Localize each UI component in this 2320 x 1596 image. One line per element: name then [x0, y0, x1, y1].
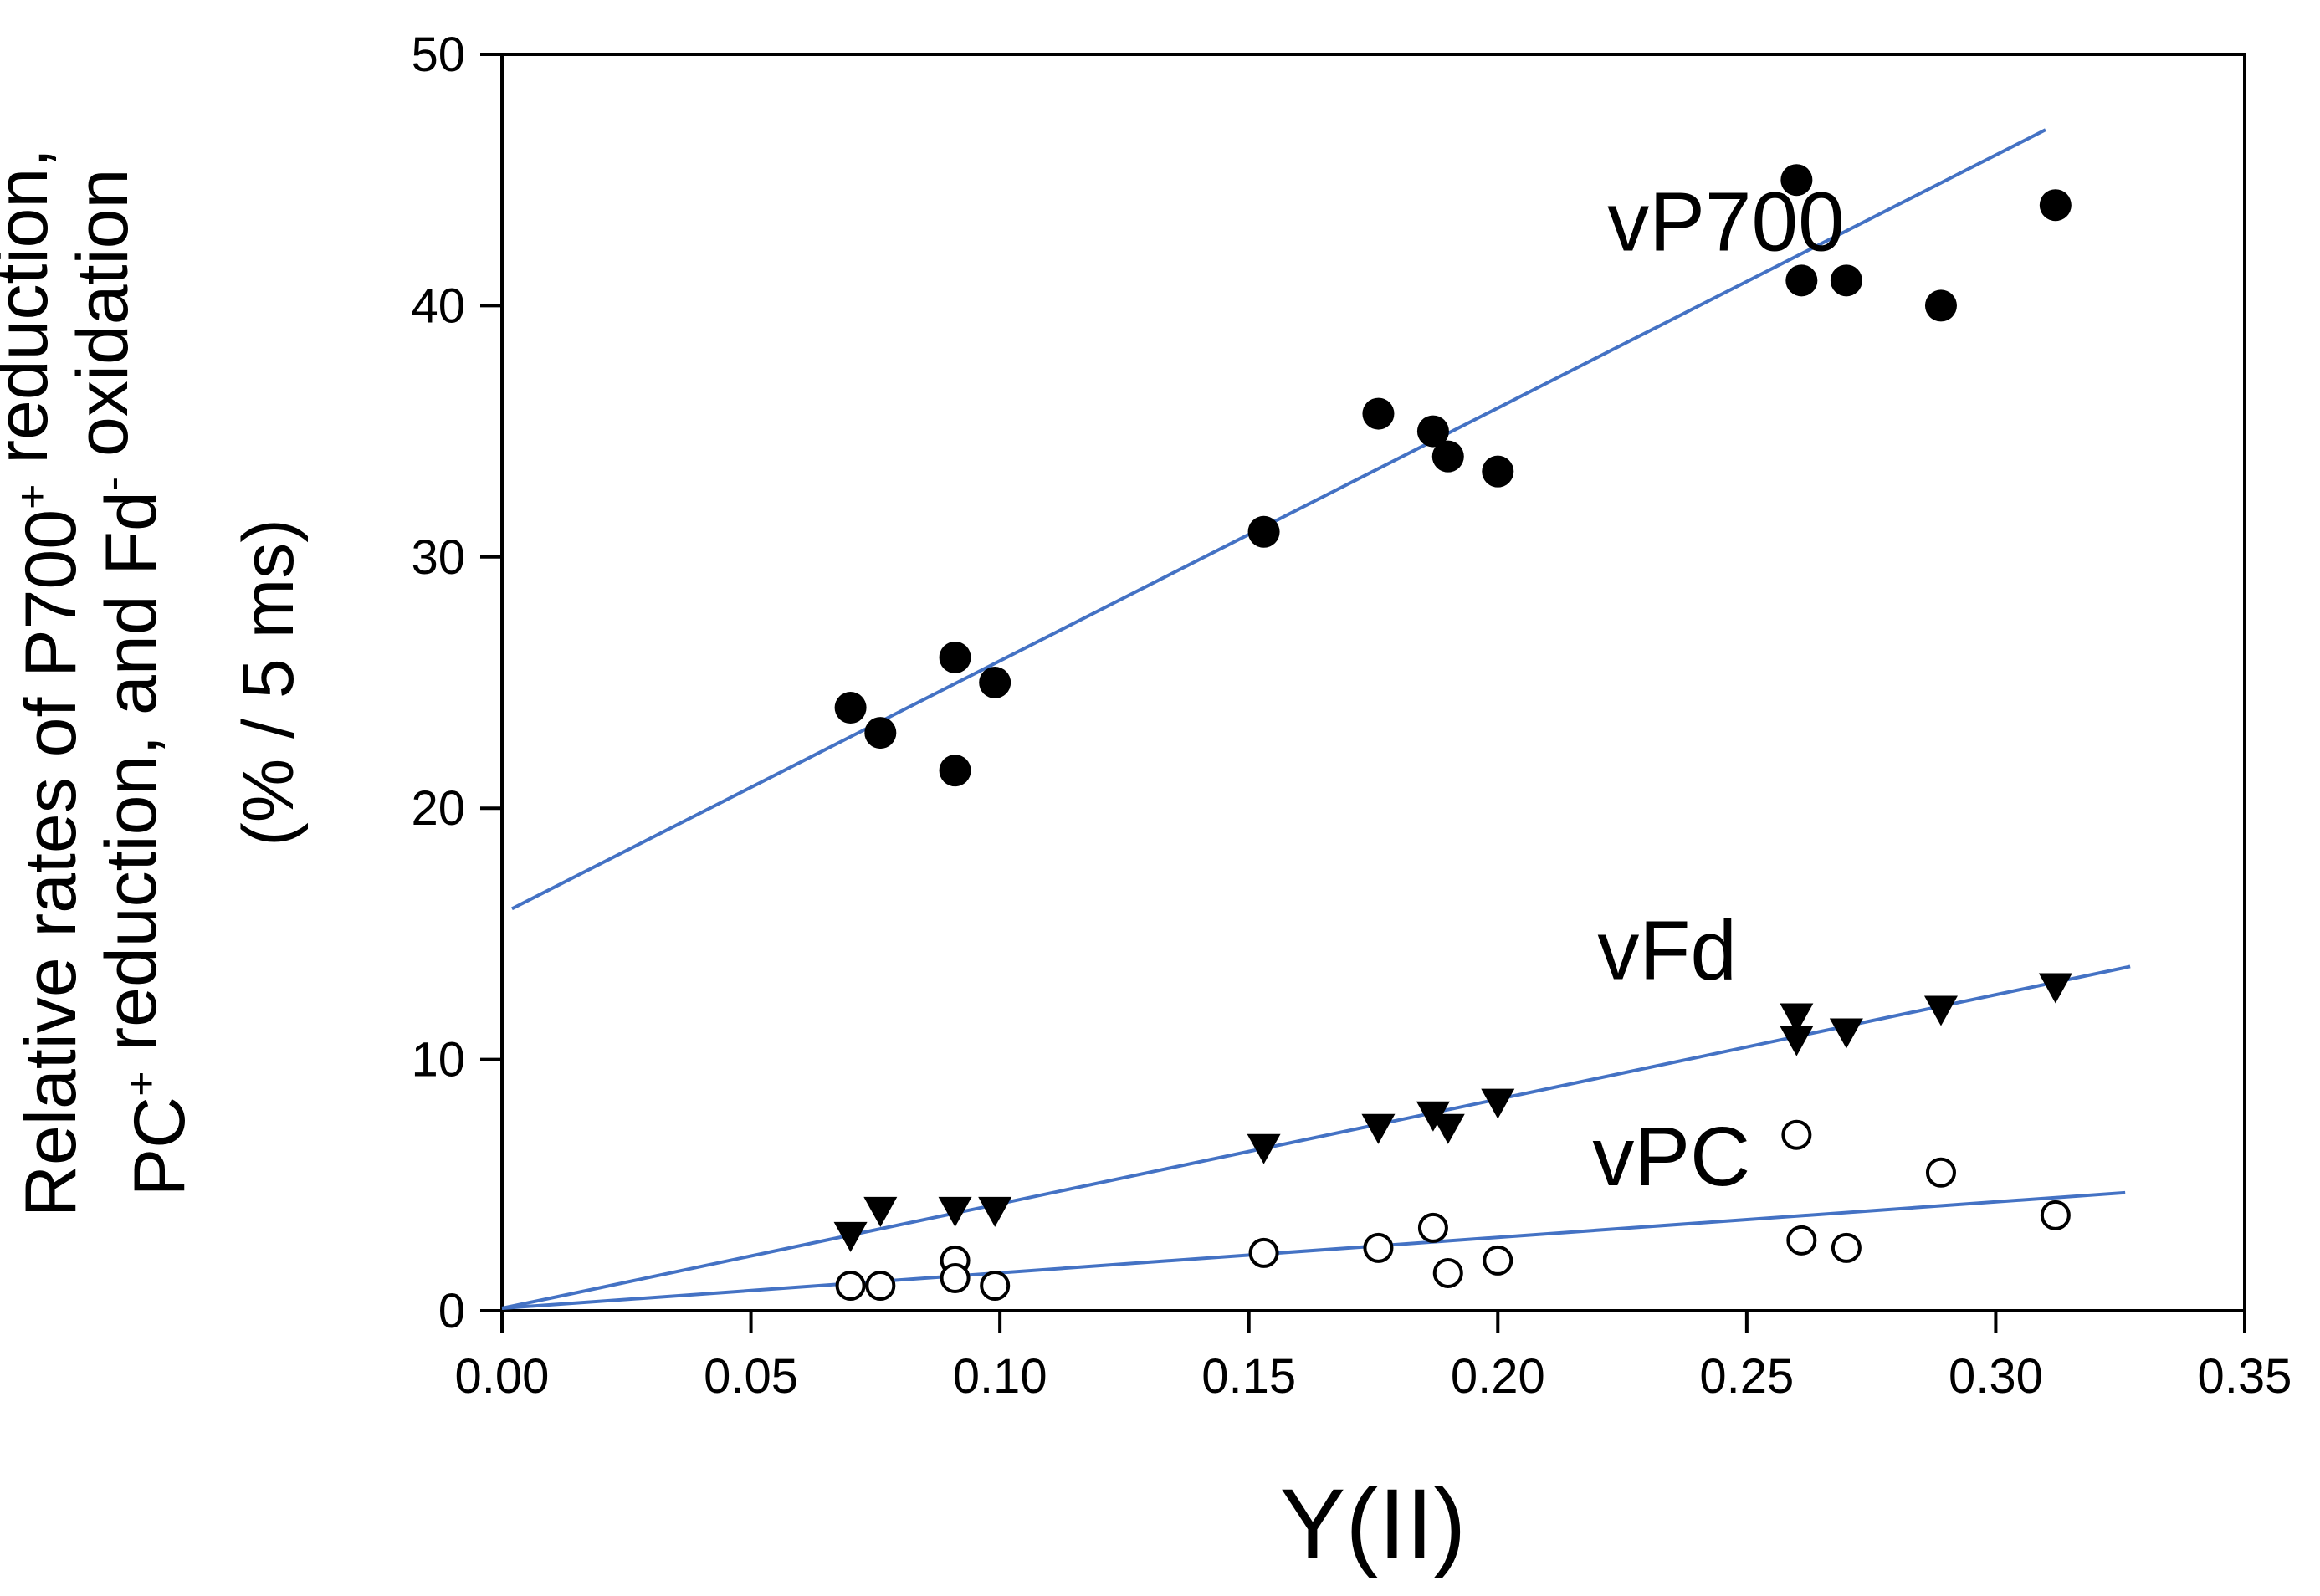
data-point [865, 1270, 896, 1301]
x-axis-title: Y(II) [1280, 1469, 1467, 1579]
x-tick-label: 0.30 [1949, 1349, 2043, 1404]
data-point [1831, 1232, 1862, 1263]
y-tick-label: 0 [438, 1284, 465, 1338]
y-tick-label: 50 [411, 28, 465, 82]
data-point [1780, 1003, 1814, 1034]
data-point [1786, 1225, 1817, 1256]
data-point [1780, 164, 1813, 197]
data-point [2039, 189, 2072, 222]
data-point [978, 1196, 1012, 1227]
data-point [1248, 1237, 1279, 1268]
data-markers [833, 164, 2072, 1301]
x-axis: 0.00 0.05 0.10 0.15 0.20 0.25 0.30 0.35 [455, 1311, 2292, 1404]
y-title-line: (% / 5 ms) [228, 519, 309, 847]
data-point [979, 667, 1011, 698]
series-label-vP700: vP700 [1607, 175, 1845, 269]
data-point [834, 692, 867, 724]
data-point [833, 1221, 868, 1252]
data-point [1925, 1157, 1956, 1188]
x-tick-label: 0.20 [1451, 1349, 1545, 1404]
regression-lines [501, 128, 2131, 1310]
x-tick-label: 0.25 [1699, 1349, 1794, 1404]
series-annotations: vP700 vFd vPC [1592, 175, 1844, 1203]
data-point [940, 1262, 971, 1293]
data-point [1830, 264, 1862, 297]
y-title-line: PC+ reduction, and Fd- oxidation [63, 169, 200, 1197]
y-axis: 0 10 20 30 40 50 [411, 28, 502, 1338]
x-tick-label: 0.15 [1201, 1349, 1296, 1404]
x-tick-label: 0.00 [455, 1349, 550, 1404]
x-tick-label: 0.35 [2198, 1349, 2292, 1404]
data-point [1780, 1026, 1814, 1056]
data-point [1432, 1257, 1463, 1288]
data-point [835, 1270, 866, 1301]
data-point [1481, 1088, 1515, 1119]
data-point [938, 1196, 972, 1227]
data-point [1361, 1113, 1396, 1144]
data-point [1247, 1133, 1281, 1164]
data-point [1431, 1113, 1465, 1144]
data-point [1923, 995, 1958, 1026]
data-point [1417, 1212, 1448, 1243]
data-point [1785, 264, 1818, 297]
data-point [1781, 1119, 1812, 1150]
y-tick-label: 40 [411, 279, 465, 333]
data-point [1363, 1232, 1394, 1263]
data-point [939, 641, 971, 673]
vP700-fit-line [510, 128, 2046, 911]
data-point [1247, 515, 1280, 548]
data-point [863, 1196, 898, 1227]
data-point [1924, 289, 1957, 322]
series-vFd [833, 973, 2072, 1252]
series-label-vFd: vFd [1597, 903, 1737, 997]
x-tick-label: 0.10 [953, 1349, 1047, 1404]
x-tick-label: 0.05 [704, 1349, 798, 1404]
data-point [1483, 1245, 1513, 1276]
y-tick-label: 30 [411, 530, 465, 585]
vFd-fit-line [501, 964, 2131, 1310]
data-point [1431, 440, 1464, 473]
data-point [1416, 415, 1449, 448]
plot-frame [500, 53, 2246, 1312]
vPC-fit-line [501, 1190, 2126, 1310]
data-point [2040, 1200, 2071, 1230]
series-vP700 [834, 164, 2072, 787]
data-point [2038, 973, 2072, 1004]
y-tick-label: 20 [411, 781, 465, 836]
y-title-line: Relative rates of P700+ reduction, [0, 148, 91, 1217]
data-point [864, 717, 897, 749]
series-vPC [835, 1119, 2071, 1301]
data-point [1482, 455, 1514, 488]
data-point [939, 755, 971, 787]
data-point [980, 1270, 1011, 1301]
y-axis-title: Relative rates of P700+ reduction,PC+ re… [0, 148, 309, 1217]
data-point [1362, 397, 1395, 430]
series-label-vPC: vPC [1592, 1110, 1750, 1204]
data-point [1829, 1018, 1863, 1049]
y-tick-label: 10 [411, 1033, 465, 1087]
